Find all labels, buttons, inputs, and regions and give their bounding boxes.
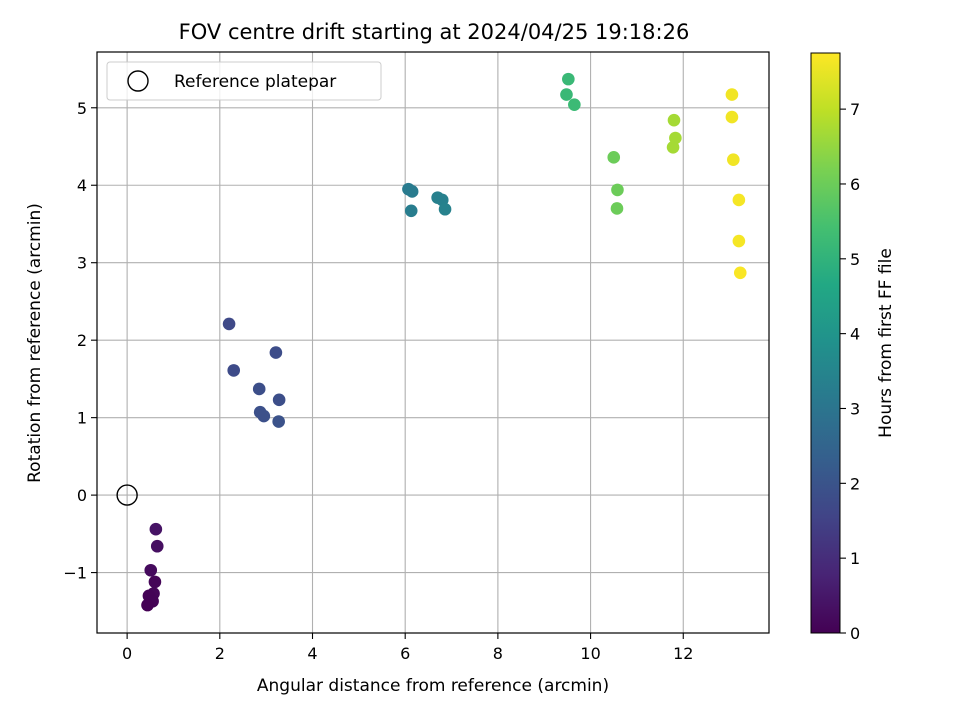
data-point: [611, 183, 624, 197]
y-tick-label: 0: [77, 486, 87, 505]
data-point: [727, 153, 740, 166]
data-points: [141, 72, 747, 612]
colorbar-tick-label: 1: [850, 549, 860, 568]
colorbar-ticks: 0 1 2 3 4 5 6 7: [840, 100, 860, 643]
x-tick-label: 2: [215, 644, 225, 663]
data-point: [666, 140, 680, 154]
data-point: [272, 393, 286, 407]
y-tick-label: 4: [77, 176, 87, 195]
x-tick-label: 0: [122, 644, 132, 663]
grid-lines: [97, 52, 769, 633]
data-point: [733, 266, 747, 280]
x-axis-label: Angular distance from reference (arcmin): [257, 676, 609, 696]
colorbar-label: Hours from first FF file: [876, 248, 896, 438]
y-axis-label: Rotation from reference (arcmin): [25, 203, 45, 483]
data-point: [732, 193, 746, 207]
colorbar-tick-label: 0: [850, 624, 860, 643]
data-point: [438, 202, 452, 216]
y-tick-label: 3: [77, 254, 87, 273]
legend-label-reference-platepar: Reference platepar: [174, 72, 336, 92]
data-point: [607, 151, 621, 164]
data-point: [150, 539, 164, 553]
x-tick-label: 8: [493, 644, 503, 663]
data-point: [404, 204, 418, 218]
legend: Reference platepar: [106, 61, 382, 101]
x-axis-ticks: 0 2 4 6 8 10 12: [122, 633, 693, 663]
x-tick-label: 6: [400, 644, 410, 663]
x-tick-label: 12: [673, 644, 693, 663]
data-point: [568, 98, 581, 111]
y-axis-ticks: −1 0 1 2 3 4 5: [63, 99, 97, 583]
data-point: [269, 346, 283, 359]
colorbar-tick-label: 7: [850, 100, 860, 119]
legend-box: [106, 61, 382, 101]
plot-area-frame: [96, 51, 770, 634]
data-point: [227, 364, 241, 377]
x-tick-label: 10: [580, 644, 600, 663]
colorbar-tick-label: 3: [850, 399, 860, 418]
y-tick-label: 5: [77, 99, 87, 118]
data-point: [257, 409, 271, 423]
data-point: [148, 575, 162, 589]
data-point: [222, 317, 236, 331]
data-point: [610, 202, 624, 215]
data-point: [725, 88, 739, 101]
y-tick-label: −1: [63, 564, 87, 583]
legend-marker-hollow-circle: [127, 70, 149, 92]
y-tick-label: 2: [77, 331, 87, 350]
data-point: [405, 185, 419, 198]
chart-title: FOV centre drift starting at 2024/04/25 …: [179, 20, 690, 44]
data-point: [149, 522, 163, 536]
colorbar: 0 1 2 3 4 5 6 7 Hours from first FF file: [810, 52, 896, 643]
colorbar-tick-label: 6: [850, 175, 860, 194]
x-tick-label: 4: [307, 644, 317, 663]
data-point: [667, 113, 681, 127]
data-point: [272, 415, 285, 428]
y-tick-label: 1: [77, 409, 87, 428]
data-point: [562, 72, 575, 86]
data-point: [141, 598, 154, 612]
reference-point-layer: [116, 484, 138, 506]
data-point: [725, 110, 739, 124]
colorbar-tick-label: 5: [850, 250, 860, 269]
data-point: [252, 382, 266, 396]
data-point: [560, 88, 573, 101]
data-point: [732, 234, 746, 248]
data-point: [144, 563, 158, 577]
colorbar-tick-label: 4: [850, 325, 860, 344]
reference-platepar-marker: [116, 484, 138, 506]
colorbar-tick-label: 2: [850, 474, 860, 493]
colorbar-gradient: [810, 52, 841, 634]
